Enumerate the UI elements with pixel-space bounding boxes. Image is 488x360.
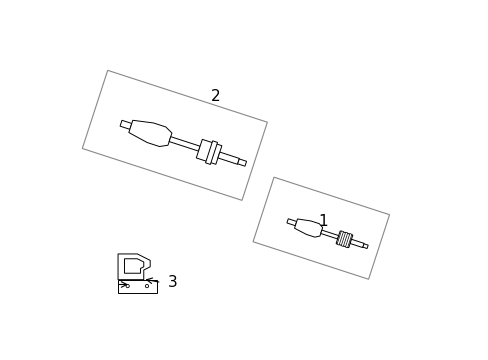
Polygon shape [124, 259, 143, 273]
Text: 2: 2 [211, 89, 220, 104]
Polygon shape [120, 120, 131, 129]
Polygon shape [336, 231, 343, 245]
Polygon shape [196, 139, 222, 164]
Polygon shape [169, 137, 200, 151]
Circle shape [126, 284, 129, 288]
Polygon shape [218, 152, 239, 164]
Polygon shape [341, 232, 347, 246]
Polygon shape [335, 231, 352, 248]
Circle shape [145, 284, 148, 288]
Polygon shape [128, 120, 172, 147]
Polygon shape [237, 159, 246, 166]
Polygon shape [362, 244, 367, 248]
Polygon shape [118, 280, 156, 293]
Polygon shape [294, 219, 322, 237]
Polygon shape [286, 219, 296, 226]
Polygon shape [320, 230, 338, 239]
Polygon shape [205, 141, 217, 165]
Text: 1: 1 [318, 213, 327, 229]
Text: 3: 3 [167, 275, 177, 290]
Polygon shape [345, 234, 351, 248]
Polygon shape [349, 239, 364, 248]
Polygon shape [118, 254, 150, 280]
